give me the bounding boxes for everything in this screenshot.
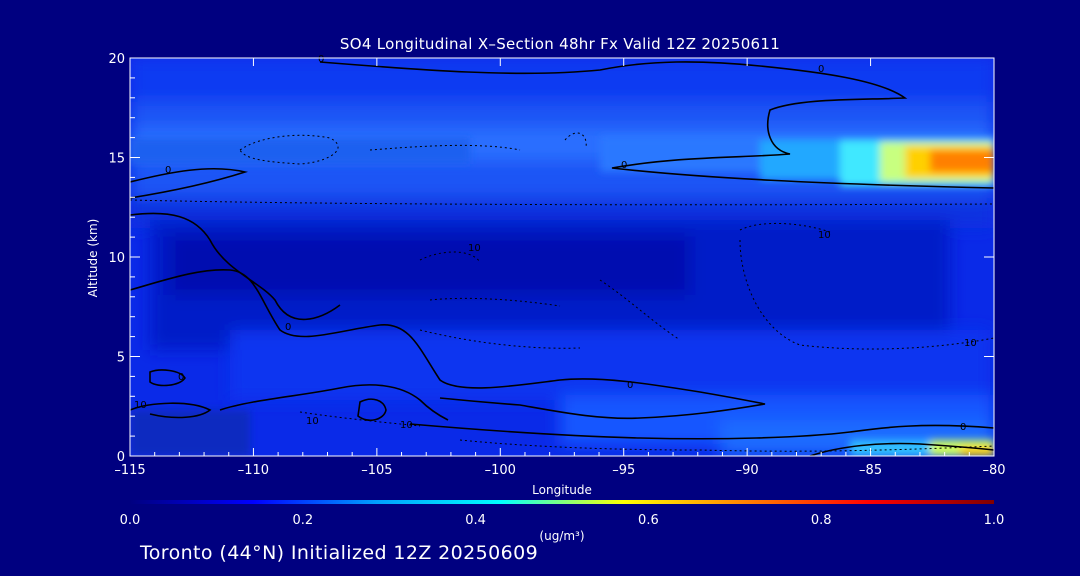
contour-lines <box>130 61 994 456</box>
contour-label: 0 <box>165 165 171 176</box>
colorbar-tick-label: 0.0 <box>120 513 141 528</box>
contour-label: 10 <box>134 400 147 411</box>
y-tick-label: 10 <box>108 251 125 266</box>
x-tick-label: –110 <box>238 463 269 478</box>
y-axis: 0 5 10 15 20 <box>108 52 994 465</box>
concentration-field <box>130 58 994 456</box>
contour-label: 10 <box>400 420 413 431</box>
colorbar-tick-label: 0.2 <box>292 513 313 528</box>
contour-label: 10 <box>818 230 831 241</box>
y-tick-label: 20 <box>108 52 125 67</box>
x-tick-label: –115 <box>114 463 145 478</box>
contour-label: 10 <box>306 416 319 427</box>
contour-label: 0 <box>178 372 184 383</box>
contour-label: 0 <box>318 54 324 65</box>
x-tick-label: –105 <box>361 463 392 478</box>
colorbar <box>130 500 994 504</box>
y-tick-label: 5 <box>117 351 125 366</box>
contour-label: 0 <box>627 380 633 391</box>
x-axis: –115 –110 –105 –100 –95 –90 –85 –80 <box>114 58 1006 478</box>
y-tick-label: 0 <box>117 450 125 465</box>
colorbar-tick-label: 1.0 <box>984 513 1005 528</box>
contour-label-group: 0 0 0 0 0 0 0 0 10 10 10 10 10 10 <box>134 54 977 433</box>
colorbar-ticks: 0.0 0.2 0.4 0.6 0.8 1.0 <box>120 513 1005 528</box>
x-tick-label: –90 <box>736 463 759 478</box>
y-axis-label: Altitude (km) <box>86 219 100 298</box>
contour-label: 0 <box>960 422 966 433</box>
contour-label: 0 <box>621 160 627 171</box>
colorbar-tick-label: 0.8 <box>811 513 832 528</box>
colorbar-tick-label: 0.4 <box>465 513 486 528</box>
contour-label: 10 <box>468 243 481 254</box>
colorbar-units-label: (ug/m³) <box>539 529 584 543</box>
x-tick-label: –100 <box>485 463 516 478</box>
contour-label: 0 <box>285 322 291 333</box>
x-axis-label: Longitude <box>532 483 592 497</box>
colorbar-tick-label: 0.6 <box>638 513 659 528</box>
contour-label: 0 <box>818 64 824 75</box>
contour-lines-negative <box>130 132 994 452</box>
caption: Toronto (44°N) Initialized 12Z 20250609 <box>140 542 539 564</box>
x-tick-label: –95 <box>612 463 635 478</box>
chart-title: SO4 Longitudinal X–Section 48hr Fx Valid… <box>339 35 781 53</box>
y-tick-label: 15 <box>108 152 125 167</box>
contour-label: 10 <box>964 338 977 349</box>
x-tick-label: –85 <box>859 463 882 478</box>
x-tick-label: –80 <box>982 463 1005 478</box>
